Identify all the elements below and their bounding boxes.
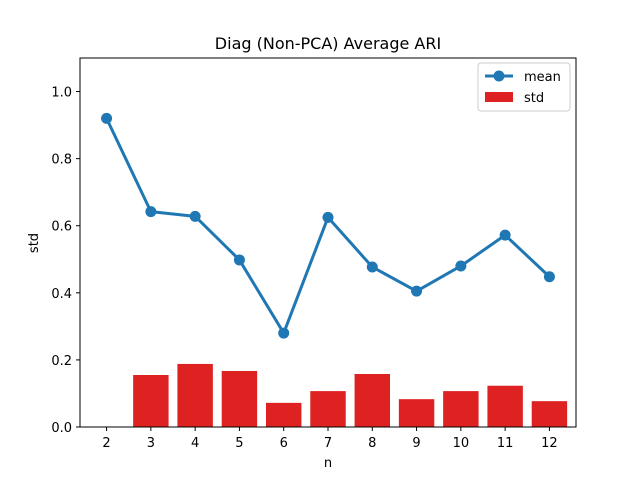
legend-std-label: std bbox=[524, 91, 544, 106]
std-bar bbox=[133, 375, 169, 427]
legend-mean-marker bbox=[493, 70, 505, 82]
std-bar bbox=[266, 402, 302, 427]
mean-point bbox=[499, 229, 511, 241]
std-bar bbox=[310, 391, 346, 427]
x-axis-label: n bbox=[324, 456, 332, 471]
std-bar bbox=[354, 374, 390, 427]
legend: mean std bbox=[477, 62, 571, 112]
mean-point bbox=[145, 206, 157, 218]
y-tick-label: 0.0 bbox=[51, 421, 72, 436]
x-tick-label: 8 bbox=[368, 436, 376, 451]
mean-line bbox=[105, 116, 551, 335]
y-axis-label: std bbox=[27, 233, 42, 253]
mean-series bbox=[101, 112, 555, 339]
y-tick-label: 1.0 bbox=[51, 86, 72, 101]
plot-frame bbox=[79, 57, 577, 428]
x-tick-label: 4 bbox=[191, 436, 199, 451]
y-tick-label: 0.4 bbox=[51, 287, 72, 302]
std-bar bbox=[443, 391, 479, 427]
x-tick-label: 6 bbox=[280, 436, 288, 451]
std-bar bbox=[531, 401, 568, 427]
std-bar bbox=[221, 370, 258, 427]
x-tick-label: 12 bbox=[541, 436, 558, 451]
std-bars bbox=[133, 363, 568, 427]
mean-point bbox=[411, 285, 423, 297]
mean-point bbox=[455, 260, 467, 272]
chart-title: Diag (Non-PCA) Average ARI bbox=[215, 34, 441, 53]
y-tick-label: 0.8 bbox=[51, 153, 72, 168]
legend-mean-label: mean bbox=[524, 70, 561, 85]
mean-point bbox=[366, 261, 378, 273]
legend-std-swatch bbox=[485, 92, 513, 102]
x-tick-label: 7 bbox=[324, 436, 332, 451]
std-bar bbox=[487, 385, 523, 427]
mean-point bbox=[233, 254, 245, 266]
x-tick-label: 10 bbox=[453, 436, 470, 451]
axes: 2 3 4 5 6 7 8 9 10 11 12 0.0 0.2 0.4 0.6 0.8 1.0 bbox=[51, 57, 577, 451]
y-tick-label: 0.2 bbox=[51, 354, 72, 369]
mean-point bbox=[101, 112, 113, 124]
x-tick-label: 9 bbox=[412, 436, 420, 451]
x-tick-label: 11 bbox=[497, 436, 514, 451]
mean-point bbox=[189, 210, 201, 222]
x-tick-label: 3 bbox=[147, 436, 155, 451]
mean-point bbox=[278, 327, 290, 339]
y-tick-label: 0.6 bbox=[51, 220, 72, 235]
x-tick-label: 2 bbox=[102, 436, 110, 451]
x-tick-label: 5 bbox=[235, 436, 243, 451]
mean-point bbox=[543, 271, 555, 283]
mean-point bbox=[322, 211, 334, 223]
std-bar bbox=[177, 363, 213, 427]
std-bar bbox=[398, 399, 435, 427]
